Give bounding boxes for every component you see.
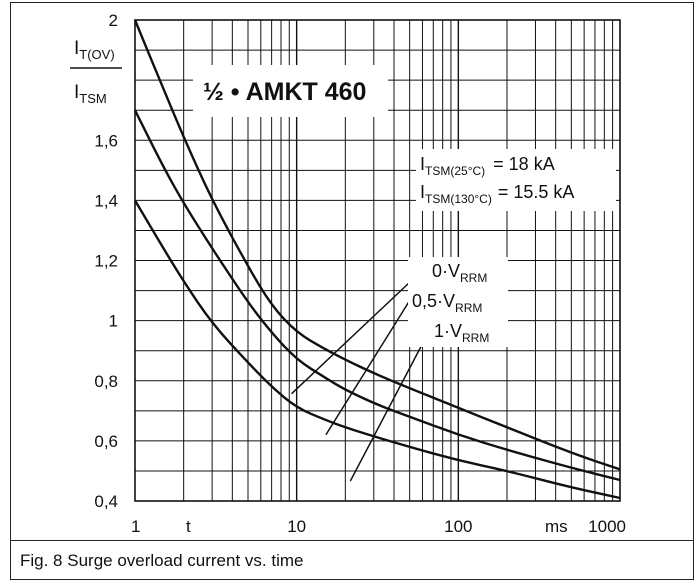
series-label-1vrrm: 1·VRRM [434,321,489,345]
x-axis-label: t [186,517,191,536]
y-tick-label: 1 [109,312,118,331]
chart-title: ½ • AMKT 460 [203,78,366,106]
x-tick-label: 10 [287,517,306,536]
curves [133,19,621,500]
x-tick-label: 1 [131,517,140,536]
y-tick-label: 0,8 [94,372,118,391]
series-label-05vrrm: 0,5·VRRM [412,291,482,315]
label-pointers [291,264,429,482]
itsm-annotation-background [416,149,616,211]
x-tick-label: 100 [444,517,472,536]
y-tick-label: 0,6 [94,432,118,451]
figure-caption: Fig. 8 Surge overload current vs. time [20,551,304,570]
caption-box [10,540,694,580]
y-tick-label: 1,4 [94,191,118,210]
series-pointer-2 [349,336,427,482]
y-tick-label: 1,2 [94,252,118,271]
series-curve-1 [133,109,621,482]
plot-border [134,19,621,502]
title-background [193,65,388,117]
y-tick-label: 2 [109,11,118,30]
series-labels-background [408,257,508,347]
series-curve-2 [133,199,621,500]
tick-labels: 0,4 0,6 0,8 1 1,2 1,4 1,6 2 1 10 100 1000 [94,11,626,536]
y-tick-label: 0,4 [94,492,118,511]
y-axis-label-denominator: ITSM [74,82,107,106]
series-pointer-0 [291,264,429,395]
itsm-25-annotation: ITSM(25°C) = 18 kA [420,154,555,178]
x-axis-unit: ms [545,517,568,536]
itsm-130-annotation: ITSM(130°C) = 15.5 kA [420,182,574,206]
x-tick-label: 1000 [588,517,626,536]
series-curve-0 [133,19,621,471]
series-pointer-1 [325,299,411,436]
series-label-0vrrm: 0·VRRM [432,261,487,285]
y-tick-label: 1,6 [94,131,118,150]
y-axis-label-numerator: IT(OV) [74,38,115,62]
